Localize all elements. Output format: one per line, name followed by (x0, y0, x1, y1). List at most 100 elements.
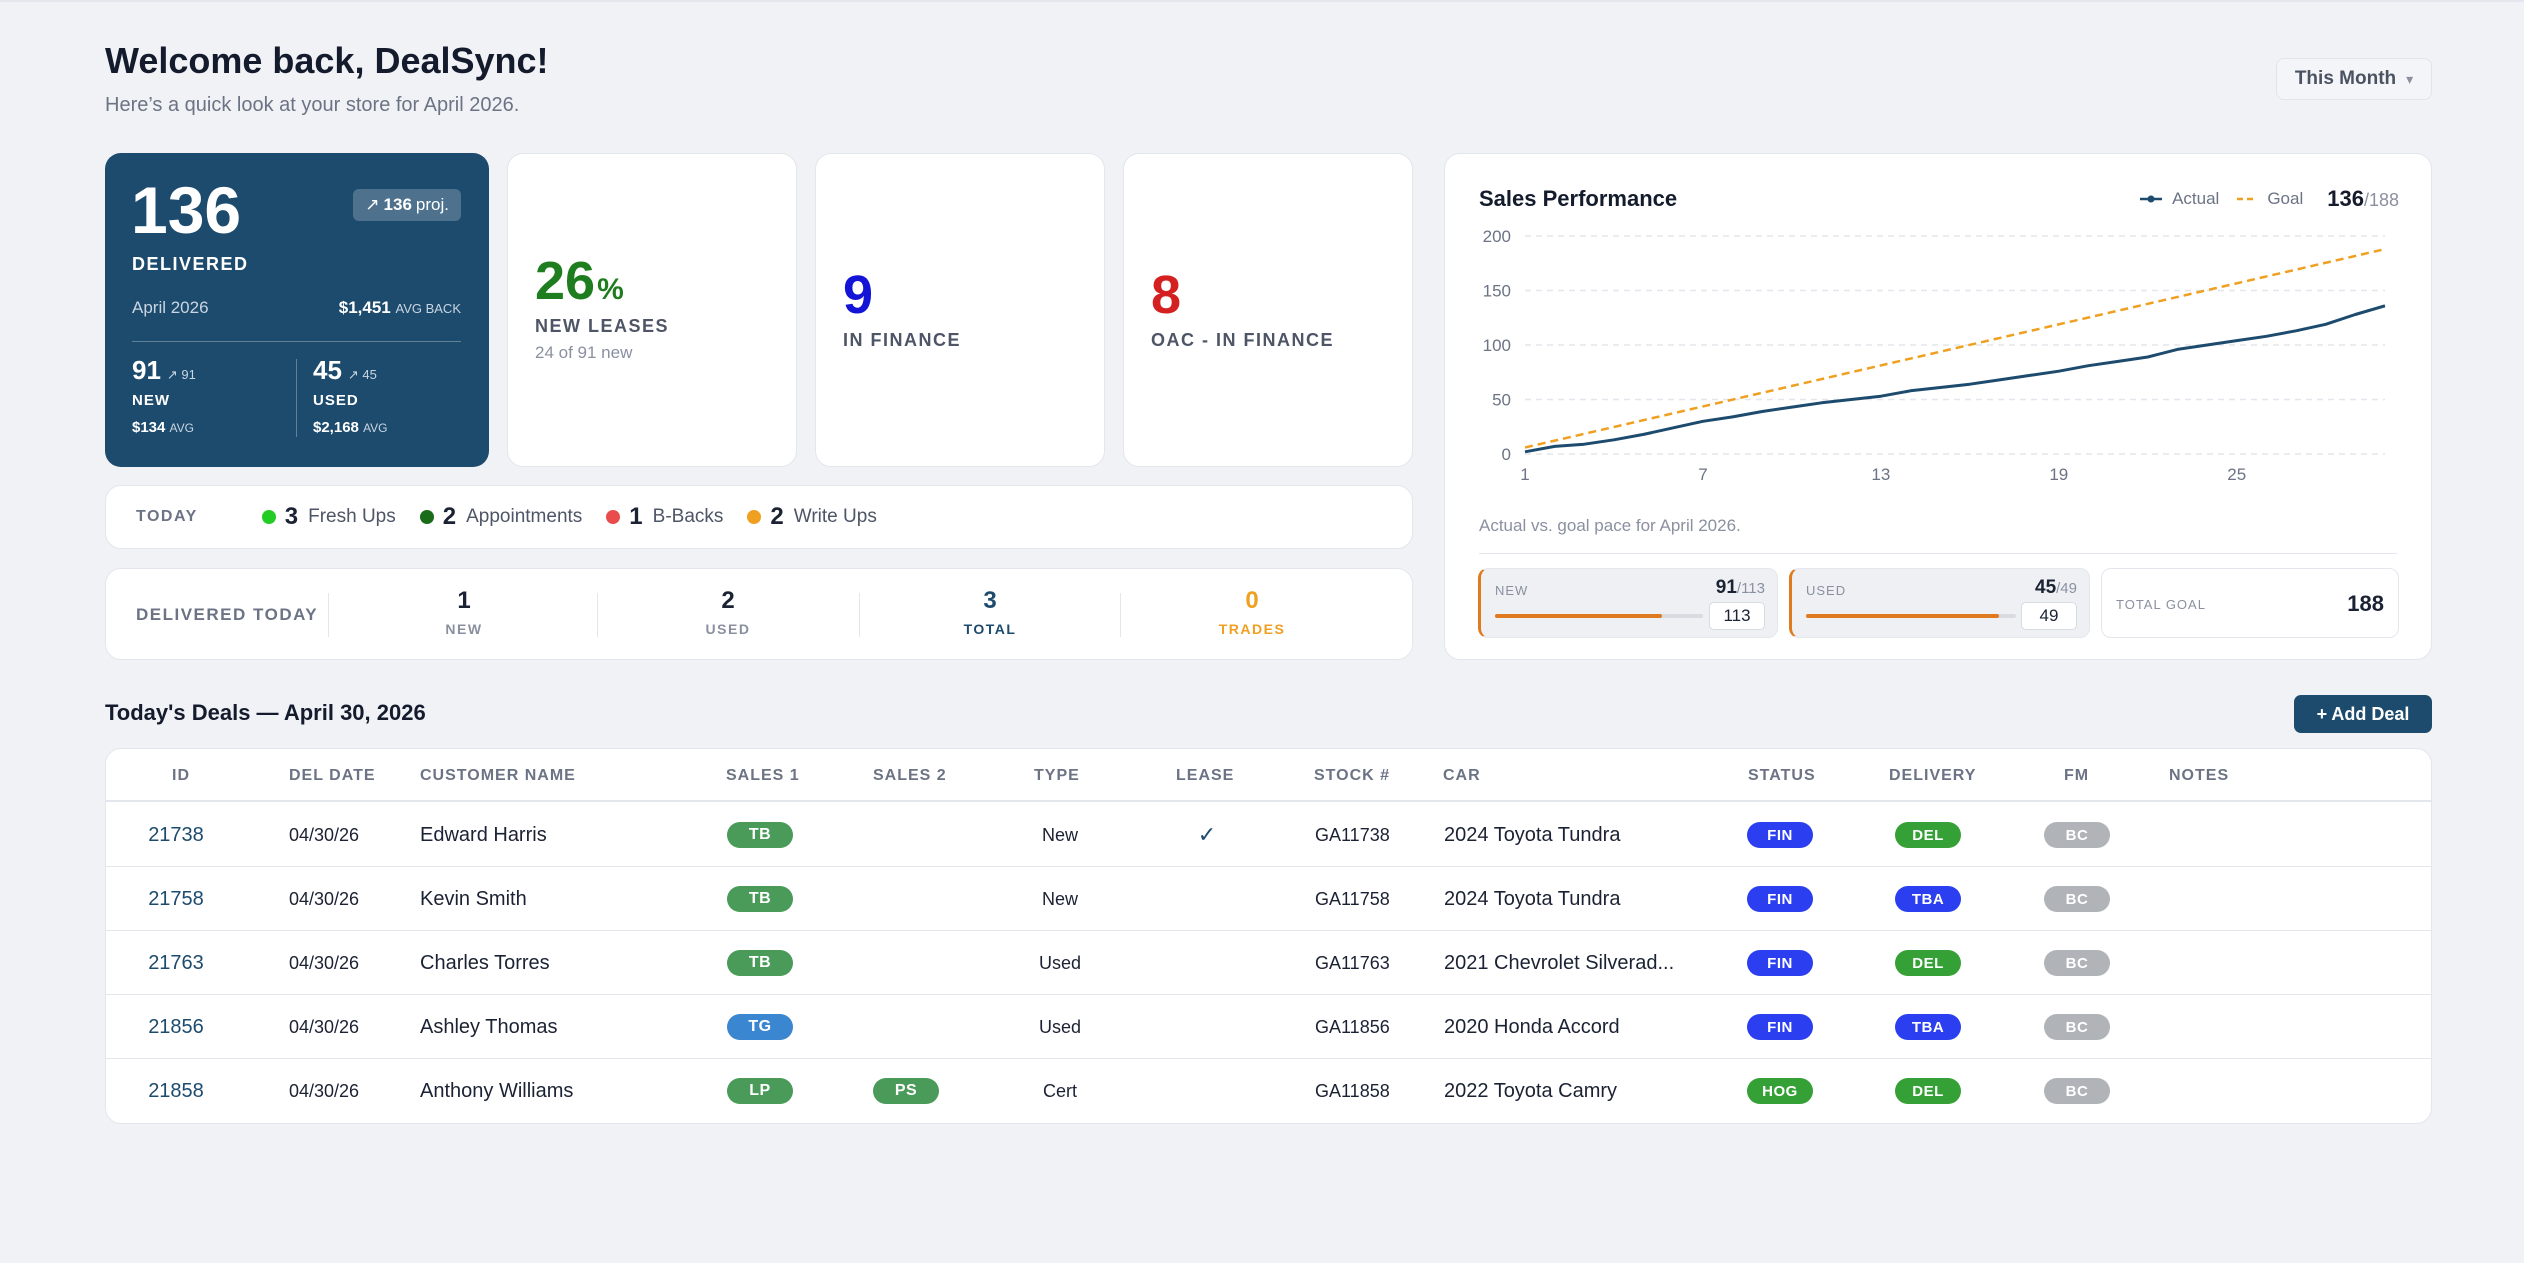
fm-badge[interactable]: BC (2044, 1078, 2110, 1104)
goal-value-of: /113 (1736, 580, 1765, 597)
delivery-badge[interactable]: TBA (1895, 886, 1961, 912)
sales1-badge: TB (727, 822, 793, 848)
deal-type: New (1041, 824, 1078, 845)
delivery-badge[interactable]: DEL (1895, 822, 1961, 848)
table-row[interactable]: 21858 04/30/26 Anthony Williams LP PS Ce… (106, 1059, 2431, 1123)
column-header[interactable]: CUSTOMER NAME (420, 767, 576, 784)
deal-id-link[interactable]: 21858 (148, 1079, 204, 1102)
table-row[interactable]: 21763 04/30/26 Charles Torres TB Used GA… (106, 931, 2431, 995)
projection-badge: ↗ 136 proj. (353, 189, 461, 221)
stat-number: 26 (535, 251, 596, 311)
deal-id-link[interactable]: 21856 (148, 1015, 204, 1038)
new-goal-input[interactable]: 113 (1709, 602, 1765, 630)
delivery-badge[interactable]: DEL (1895, 1078, 1961, 1104)
fm-badge[interactable]: BC (2044, 822, 2110, 848)
del-date: 04/30/26 (289, 888, 360, 909)
del-date: 04/30/26 (289, 1080, 360, 1101)
oac-in-finance-card[interactable]: 8 OAC - IN FINANCE (1123, 153, 1413, 467)
delivered-card: 136 ↗ 136 proj. DELIVERED April 2026 $1,… (105, 153, 489, 467)
status-dot-icon (606, 510, 621, 524)
stock-number: GA11758 (1315, 888, 1390, 909)
del-date: 04/30/26 (289, 952, 360, 973)
delivered-today-total: 3 TOTAL (910, 587, 1070, 637)
used-goal-input[interactable]: 49 (2021, 602, 2077, 630)
stock-number: GA11856 (1315, 1016, 1390, 1037)
stat-label: OAC - IN FINANCE (1151, 330, 1334, 350)
column-header[interactable]: SALES 2 (873, 767, 947, 784)
new-avg-value: $134 (132, 419, 166, 436)
performance-count-value: 136 (2327, 186, 2364, 211)
new-goal-box: NEW 91/113 113 (1478, 568, 1778, 638)
dt-value: 2 (721, 587, 735, 614)
new-avg-label: AVG (169, 421, 194, 435)
fm-badge[interactable]: BC (2044, 950, 2110, 976)
used-avg-label: AVG (363, 421, 388, 435)
column-header[interactable]: CAR (1443, 767, 1481, 784)
today-label: TODAY (136, 508, 198, 525)
column-header[interactable]: LEASE (1176, 767, 1235, 784)
table-row[interactable]: 21758 04/30/26 Kevin Smith TB New GA1175… (106, 867, 2431, 931)
today-item-b-backs[interactable]: 1 B-Backs (606, 503, 723, 531)
new-leases-card[interactable]: 26% NEW LEASES 24 of 91 new (507, 153, 797, 467)
today-item-write-ups[interactable]: 2 Write Ups (747, 503, 877, 531)
stat-value: 26% (535, 254, 624, 308)
column-header[interactable]: STOCK # (1314, 767, 1391, 784)
status-badge[interactable]: FIN (1747, 822, 1813, 848)
in-finance-card[interactable]: 9 IN FINANCE (815, 153, 1105, 467)
fm-badge[interactable]: BC (2044, 1014, 2110, 1040)
chart-title: Sales Performance (1479, 186, 1678, 211)
column-header[interactable]: NOTES (2169, 767, 2230, 784)
avg-back-label: AVG BACK (395, 301, 461, 316)
delivery-badge[interactable]: DEL (1895, 950, 1961, 976)
y-tick-label: 0 (1502, 445, 1511, 464)
goal-value-number: 91 (1715, 577, 1737, 598)
sales2-badge: PS (873, 1078, 939, 1104)
delivery-badge[interactable]: TBA (1895, 1014, 1961, 1040)
page-title: Welcome back, DealSync! (105, 40, 549, 81)
column-header[interactable]: DEL DATE (289, 767, 376, 784)
status-badge[interactable]: FIN (1747, 1014, 1813, 1040)
status-badge[interactable]: HOG (1747, 1078, 1813, 1104)
table-row[interactable]: 21856 04/30/26 Ashley Thomas TG Used GA1… (106, 995, 2431, 1059)
y-tick-label: 150 (1483, 282, 1511, 301)
goal-progress-fill (1495, 614, 1663, 618)
deal-type: Used (1038, 952, 1082, 973)
table-row[interactable]: 21738 04/30/26 Edward Harris TB New ✓ GA… (106, 803, 2431, 867)
column-header[interactable]: STATUS (1748, 767, 1816, 784)
sales1-badge: LP (727, 1078, 793, 1104)
status-badge[interactable]: FIN (1747, 886, 1813, 912)
trend-up-icon: ↗ (365, 195, 380, 214)
column-header[interactable]: DELIVERY (1889, 767, 1977, 784)
today-item-fresh-ups[interactable]: 3 Fresh Ups (261, 503, 396, 531)
delivered-today-used: 2 USED (648, 587, 808, 637)
status-badge[interactable]: FIN (1747, 950, 1813, 976)
sales-line-chart: 0 50 100 150 200 1 7 13 19 25 (1483, 227, 2386, 484)
deal-id-link[interactable]: 21758 (148, 887, 204, 910)
goal-progress-track (1806, 614, 2016, 618)
column-header[interactable]: ID (172, 767, 190, 784)
performance-count: 136/188 (2327, 186, 2399, 212)
deal-id-link[interactable]: 21763 (148, 951, 204, 974)
new-count: 91 (132, 355, 161, 385)
column-header[interactable]: FM (2064, 767, 2090, 784)
car-name: 2020 Honda Accord (1444, 1015, 1620, 1038)
divider (597, 593, 598, 637)
customer-name: Ashley Thomas (420, 1015, 558, 1038)
delivered-today-trades: 0 TRADES (1172, 587, 1332, 637)
dt-value: 0 (1245, 587, 1259, 614)
today-item-appointments[interactable]: 2 Appointments (419, 503, 582, 531)
period-dropdown[interactable]: This Month ▾ (2276, 58, 2432, 100)
fm-badge[interactable]: BC (2044, 886, 2110, 912)
sales-performance-card: Sales Performance Actual Goal 136/188 0 5… (1444, 153, 2432, 660)
column-header[interactable]: TYPE (1034, 767, 1080, 784)
customer-name: Anthony Williams (420, 1079, 574, 1102)
customer-name: Kevin Smith (420, 887, 527, 910)
column-header[interactable]: SALES 1 (726, 767, 800, 784)
deal-id-link[interactable]: 21738 (148, 823, 204, 846)
x-tick-label: 25 (2227, 465, 2246, 484)
delivery-cell: DEL (1895, 803, 1961, 867)
used-trend: ↗ 45 (347, 367, 377, 382)
add-deal-button[interactable]: + Add Deal (2294, 695, 2432, 733)
today-count: 3 (284, 503, 299, 530)
actual-line-icon (2140, 195, 2163, 203)
